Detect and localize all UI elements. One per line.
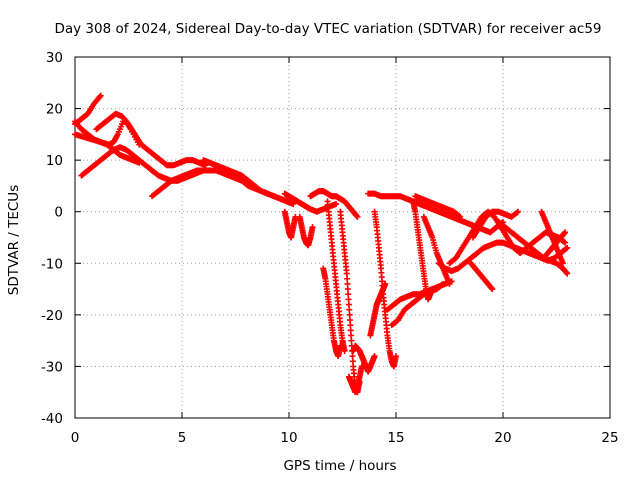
y-tick-label: -10 bbox=[41, 256, 63, 272]
data-point bbox=[349, 353, 356, 360]
data-point bbox=[457, 213, 464, 220]
data-point bbox=[489, 286, 496, 293]
y-tick-label: 20 bbox=[46, 102, 63, 118]
series-arc3 bbox=[78, 144, 207, 184]
data-point bbox=[345, 291, 352, 298]
data-point bbox=[371, 353, 378, 360]
chart-title: Day 308 of 2024, Sidereal Day-to-day VTE… bbox=[54, 21, 601, 37]
y-tick-label: -30 bbox=[41, 359, 63, 375]
data-point bbox=[354, 213, 361, 220]
y-tick-label: -40 bbox=[41, 411, 63, 427]
axis-ticks: 0 5 10 15 20 25 -40 -30 -20 -10 0 10 20 30 bbox=[41, 50, 619, 446]
data-point bbox=[309, 224, 316, 231]
data-point bbox=[346, 306, 353, 313]
series-arc22 bbox=[410, 198, 434, 303]
series-arc27 bbox=[467, 260, 496, 293]
x-tick-label: 25 bbox=[601, 430, 618, 446]
series-arc18 bbox=[365, 190, 506, 236]
series-arc12 bbox=[320, 265, 344, 360]
series-arc16 bbox=[345, 363, 365, 396]
data-point bbox=[564, 244, 571, 251]
series-arc32 bbox=[540, 229, 569, 262]
data-point bbox=[348, 337, 355, 344]
x-tick-label: 15 bbox=[387, 430, 404, 446]
series-arc29 bbox=[495, 219, 571, 277]
y-tick-label: -20 bbox=[41, 308, 63, 324]
plot-frame bbox=[74, 56, 611, 419]
data-point bbox=[456, 213, 463, 220]
data-points bbox=[72, 92, 571, 396]
data-point bbox=[559, 260, 566, 267]
series-arc25 bbox=[435, 239, 571, 275]
x-tick-label: 5 bbox=[178, 430, 187, 446]
data-point bbox=[341, 347, 348, 354]
series-arc6 bbox=[149, 167, 297, 207]
y-tick-label: 30 bbox=[46, 50, 63, 66]
data-point bbox=[344, 275, 351, 282]
data-point bbox=[446, 280, 453, 287]
data-point bbox=[347, 327, 354, 334]
series-arc7 bbox=[200, 157, 290, 205]
data-point bbox=[513, 209, 520, 216]
series-arc5 bbox=[93, 110, 209, 169]
series-arc1 bbox=[72, 92, 104, 128]
data-point bbox=[346, 317, 353, 324]
data-point bbox=[393, 353, 399, 360]
data-point bbox=[562, 229, 569, 236]
data-point bbox=[343, 270, 350, 277]
data-point bbox=[514, 208, 521, 215]
series-arc11 bbox=[307, 188, 361, 220]
y-tick-label: 10 bbox=[46, 153, 63, 169]
data-point bbox=[345, 296, 352, 303]
data-point bbox=[97, 92, 104, 99]
data-point bbox=[344, 286, 351, 293]
data-point bbox=[345, 301, 352, 308]
series-arc13 bbox=[324, 198, 348, 354]
x-axis-label: GPS time / hours bbox=[283, 458, 396, 474]
data-point bbox=[440, 280, 447, 287]
series-arc8 bbox=[281, 190, 340, 215]
series-arc31 bbox=[538, 208, 566, 267]
data-point bbox=[346, 311, 353, 318]
y-axis-label: SDTVAR / TECUs bbox=[6, 185, 22, 295]
x-tick-label: 20 bbox=[494, 430, 511, 446]
data-point bbox=[439, 281, 446, 288]
data-point bbox=[564, 270, 571, 277]
data-point bbox=[560, 238, 567, 245]
series-arc24 bbox=[420, 213, 453, 287]
series-arc23 bbox=[412, 193, 464, 220]
data-point bbox=[333, 200, 340, 207]
data-point bbox=[349, 358, 356, 365]
data-point bbox=[427, 291, 434, 298]
data-point bbox=[358, 363, 365, 370]
grid bbox=[75, 57, 610, 418]
y-tick-label: 0 bbox=[54, 205, 63, 221]
series-arc14 bbox=[337, 208, 363, 396]
data-point bbox=[347, 322, 354, 329]
x-tick-label: 10 bbox=[280, 430, 297, 446]
data-point bbox=[283, 198, 290, 205]
data-point bbox=[563, 245, 570, 252]
series-arc28 bbox=[470, 208, 521, 241]
data-point bbox=[348, 332, 355, 339]
series-arc9 bbox=[281, 208, 299, 241]
series-arc10 bbox=[296, 213, 316, 249]
data-point bbox=[562, 239, 569, 246]
data-point bbox=[344, 280, 351, 287]
x-tick-label: 0 bbox=[71, 430, 80, 446]
